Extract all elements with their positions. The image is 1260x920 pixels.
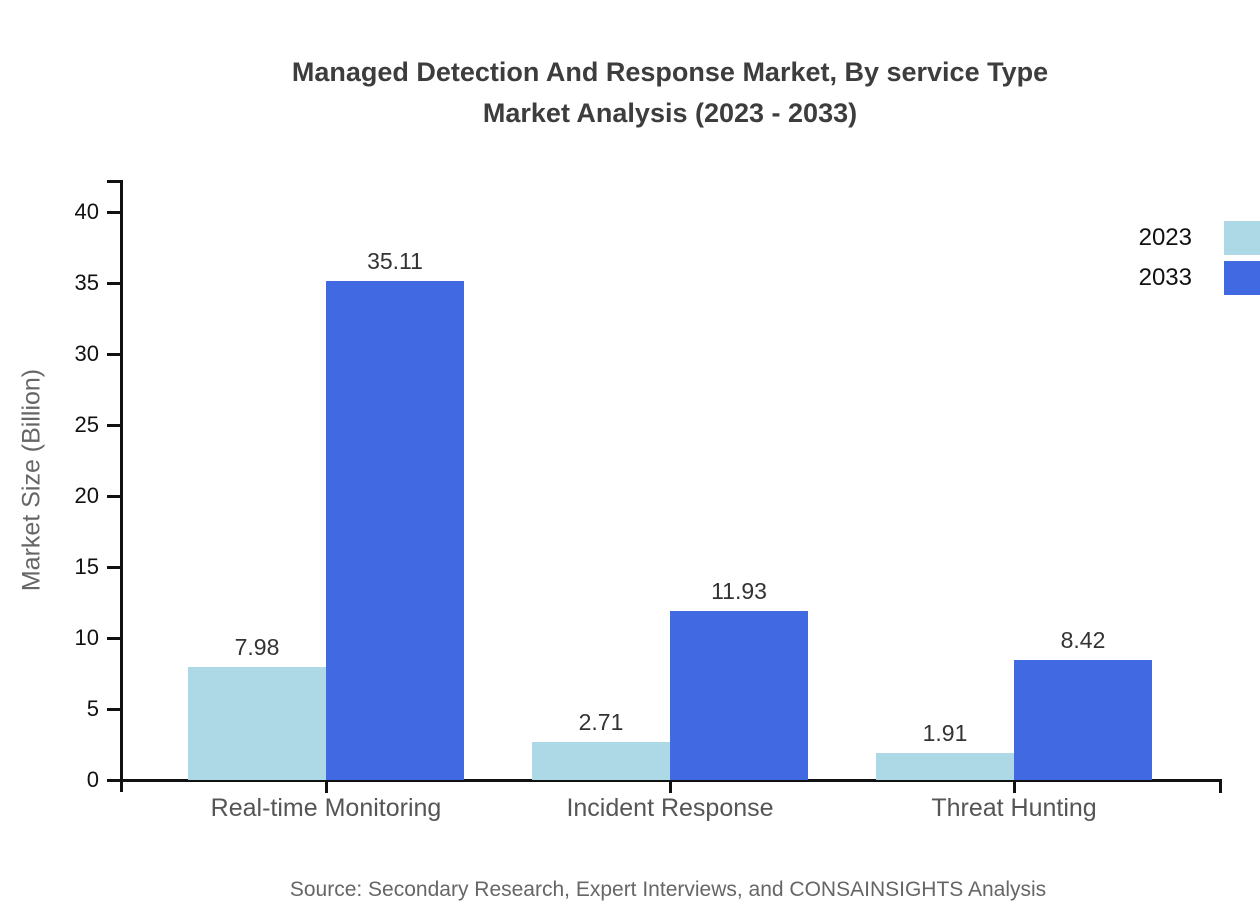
legend-swatch-2033 <box>1224 261 1260 295</box>
bar-2033-threat-hunting <box>1014 660 1152 780</box>
bar-2033-incident-response <box>670 610 808 780</box>
y-tick <box>107 424 121 427</box>
legend-label-2023: 2023 <box>1138 224 1192 251</box>
y-tick-label: 10 <box>74 625 99 650</box>
y-tick <box>107 708 121 711</box>
legend: 2023 2033 <box>1139 218 1260 298</box>
y-axis-end-cap <box>107 180 123 183</box>
x-axis-line <box>108 779 1222 782</box>
y-tick <box>107 353 121 356</box>
chart-title-line2: Market Analysis (2023 - 2033) <box>482 98 858 128</box>
x-tick <box>1013 780 1016 793</box>
chart-title: Managed Detection And Response Market, B… <box>80 52 1260 134</box>
y-tick-label: 5 <box>86 696 99 721</box>
bar-value-label: 35.11 <box>367 248 423 275</box>
legend-swatch-2023 <box>1224 221 1260 255</box>
y-tick-label: 30 <box>74 341 99 366</box>
source-note: Source: Secondary Research, Expert Inter… <box>289 878 1047 901</box>
bar-2023-real-time-monitoring <box>188 666 326 780</box>
x-tick <box>325 780 328 793</box>
y-tick <box>107 211 121 214</box>
x-axis-end-cap <box>1219 780 1222 793</box>
legend-label-2033: 2033 <box>1138 264 1192 291</box>
y-tick-label: 20 <box>74 483 99 508</box>
legend-row-2033: 2033 <box>1139 258 1260 298</box>
y-tick <box>107 779 121 782</box>
y-tick-label: 25 <box>74 412 99 437</box>
bar-value-label: 2.71 <box>578 708 624 735</box>
bar-value-label: 7.98 <box>234 633 280 660</box>
chart-title-line1: Managed Detection And Response Market, B… <box>291 57 1049 87</box>
legend-row-2023: 2023 <box>1139 218 1260 258</box>
y-tick <box>107 495 121 498</box>
bar-2023-threat-hunting <box>876 752 1014 780</box>
x-tick-label: Threat Hunting <box>931 794 1097 822</box>
y-tick <box>107 637 121 640</box>
bar-value-label: 11.93 <box>711 577 767 604</box>
y-tick-label: 40 <box>74 199 99 224</box>
x-tick <box>669 780 672 793</box>
bar-value-label: 1.91 <box>922 719 968 746</box>
x-tick-label: Incident Response <box>566 794 774 822</box>
y-tick <box>107 282 121 285</box>
bar-value-label: 8.42 <box>1060 627 1106 654</box>
y-tick-label: 0 <box>86 767 99 792</box>
y-tick-label: 35 <box>74 270 99 295</box>
y-tick-label: 15 <box>74 554 99 579</box>
x-tick-label: Real-time Monitoring <box>210 794 442 822</box>
y-tick <box>107 566 121 569</box>
bar-2023-incident-response <box>532 741 670 780</box>
bar-2033-real-time-monitoring <box>326 281 464 780</box>
y-axis-line <box>120 180 123 792</box>
